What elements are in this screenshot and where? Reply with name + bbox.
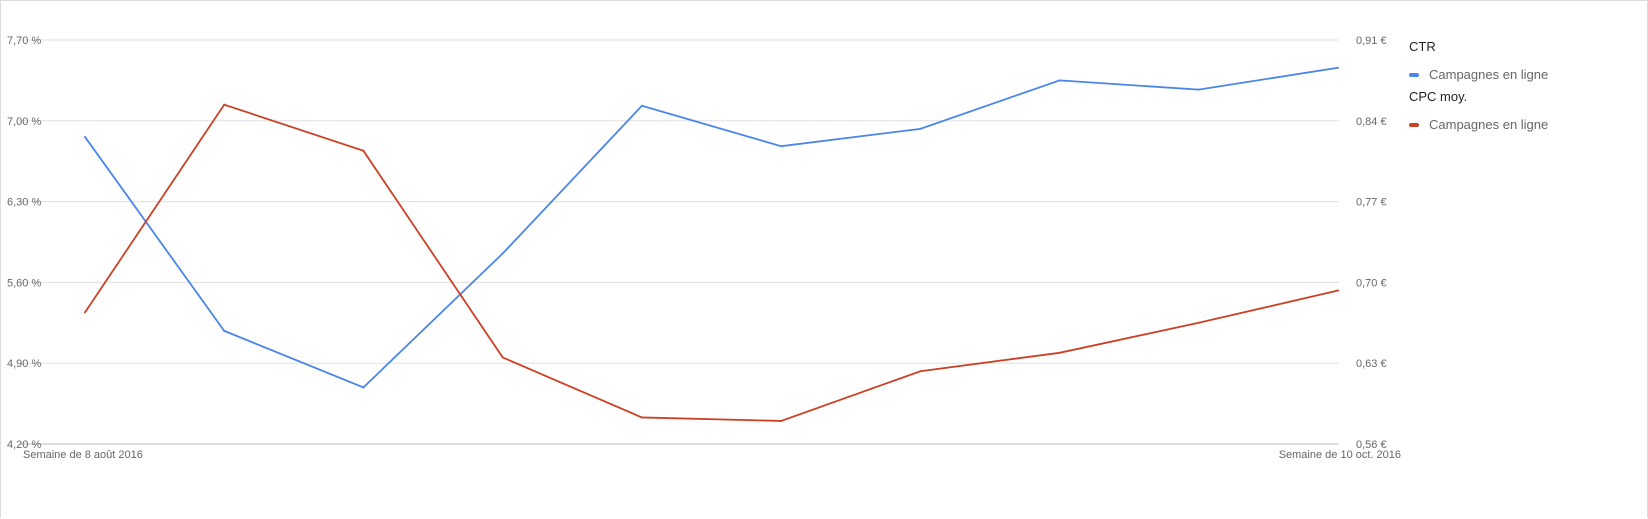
legend-group-cpc: CPC moy. <box>1409 89 1468 104</box>
series-line-0 <box>84 66 1339 389</box>
data-point <box>1058 351 1061 354</box>
left-tick-label: 7,70 % <box>7 35 41 47</box>
legend-label: Campagnes en ligne <box>1429 116 1549 132</box>
data-point <box>919 370 922 373</box>
right-tick-label: 0,91 € <box>1356 35 1387 47</box>
right-tick-label: 0,70 € <box>1356 277 1387 289</box>
left-tick-label: 5,60 % <box>7 277 41 289</box>
data-point <box>780 145 783 148</box>
right-tick-label: 0,63 € <box>1356 358 1387 370</box>
series-line-1 <box>84 103 1339 422</box>
data-point <box>1197 321 1200 324</box>
legend-swatch-blue <box>1409 72 1419 77</box>
data-point <box>501 252 504 255</box>
data-point <box>1337 289 1339 292</box>
data-point <box>1197 88 1200 91</box>
legend-swatch-red <box>1409 122 1419 127</box>
data-point <box>223 329 226 332</box>
x-label-end: Semaine de 10 oct. 2016 <box>1279 449 1401 461</box>
legend-label: Campagnes en ligne <box>1429 66 1549 82</box>
right-tick-label: 0,56 € <box>1356 439 1387 451</box>
left-tick-label: 4,90 % <box>7 358 41 370</box>
data-point <box>640 416 643 419</box>
data-point <box>84 135 86 138</box>
legend-item-cpc[interactable]: Campagnes en ligne <box>1409 112 1548 137</box>
data-point <box>84 311 86 314</box>
data-point <box>501 356 504 359</box>
data-point <box>223 103 226 106</box>
data-point <box>640 104 643 107</box>
left-tick-label: 7,00 % <box>7 116 41 128</box>
left-tick-label: 4,20 % <box>7 439 41 451</box>
legend: CTR Campagnes en ligne CPC moy. Campagne… <box>1409 37 1548 137</box>
data-point <box>1058 79 1061 82</box>
data-point <box>919 127 922 130</box>
x-label-start: Semaine de 8 août 2016 <box>23 449 143 461</box>
right-tick-label: 0,77 € <box>1356 197 1387 209</box>
data-point <box>362 149 365 152</box>
data-point <box>362 386 365 389</box>
data-point <box>1337 66 1339 69</box>
legend-group-ctr: CTR <box>1409 39 1436 54</box>
legend-item-ctr[interactable]: Campagnes en ligne <box>1409 62 1548 87</box>
data-point <box>780 419 783 422</box>
right-tick-label: 0,84 € <box>1356 116 1387 128</box>
left-tick-label: 6,30 % <box>7 197 41 209</box>
